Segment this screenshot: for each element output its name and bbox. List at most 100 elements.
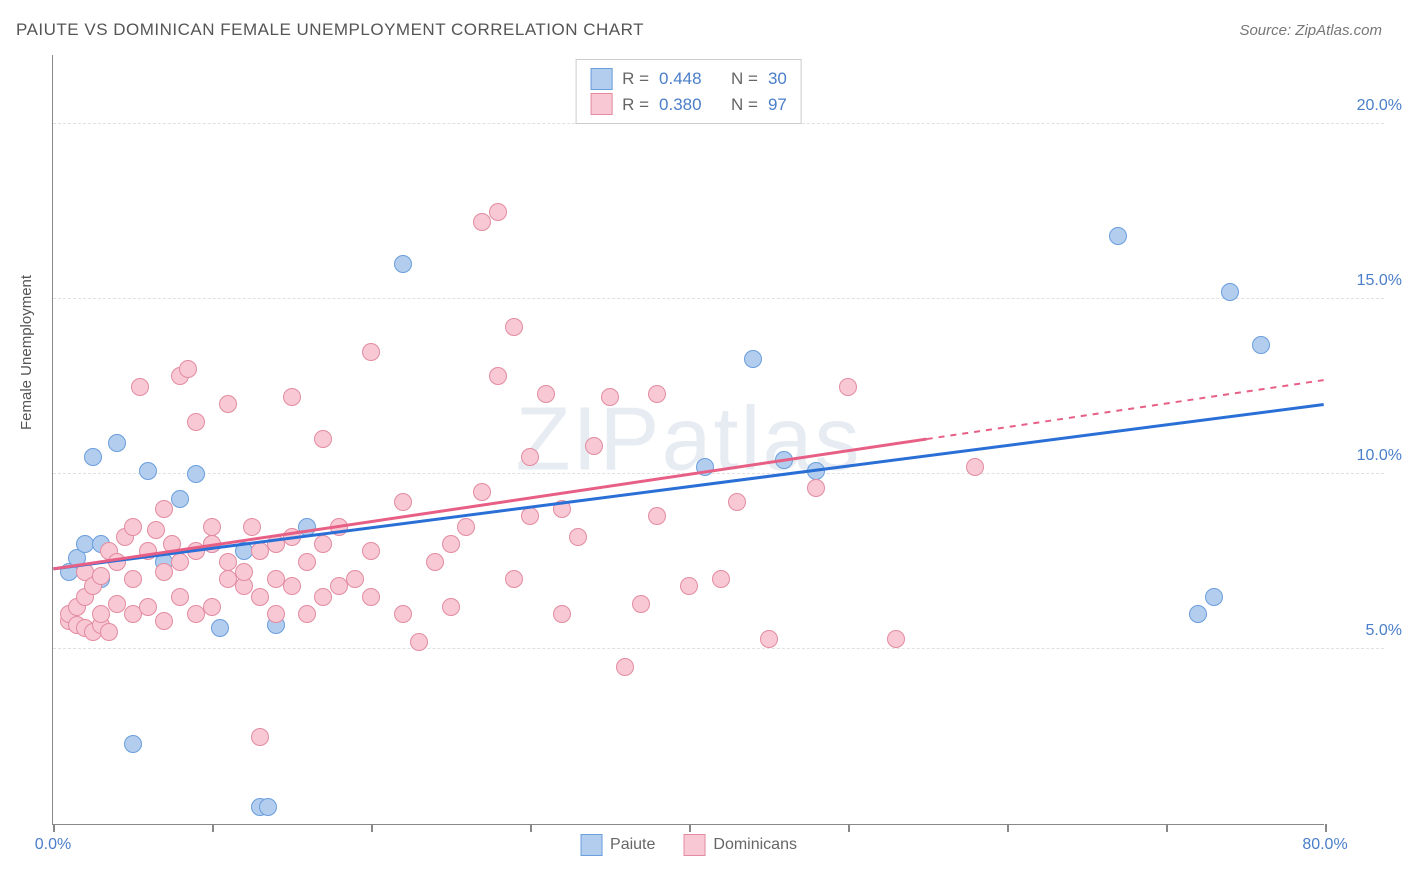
data-point — [632, 595, 650, 613]
stats-row-paiute: R = 0.448 N = 30 — [590, 66, 787, 92]
data-point — [505, 318, 523, 336]
data-point — [362, 588, 380, 606]
data-point — [442, 535, 460, 553]
data-point — [139, 542, 157, 560]
data-point — [131, 378, 149, 396]
series-legend: Paiute Dominicans — [580, 834, 797, 856]
swatch-paiute — [590, 68, 612, 90]
data-point — [298, 518, 316, 536]
data-point — [219, 553, 237, 571]
data-point — [1205, 588, 1223, 606]
data-point — [108, 553, 126, 571]
data-point — [807, 462, 825, 480]
data-point — [760, 630, 778, 648]
y-tick-label: 20.0% — [1357, 97, 1402, 115]
data-point — [616, 658, 634, 676]
data-point — [537, 385, 555, 403]
data-point — [211, 619, 229, 637]
x-tick — [689, 824, 691, 832]
data-point — [108, 595, 126, 613]
chart-title: PAIUTE VS DOMINICAN FEMALE UNEMPLOYMENT … — [16, 20, 644, 40]
data-point — [203, 598, 221, 616]
swatch-dominicans — [683, 834, 705, 856]
data-point — [426, 553, 444, 571]
data-point — [1109, 227, 1127, 245]
data-point — [648, 385, 666, 403]
data-point — [362, 343, 380, 361]
x-tick — [1007, 824, 1009, 832]
y-tick-label: 10.0% — [1357, 447, 1402, 465]
y-tick-label: 5.0% — [1366, 622, 1402, 640]
data-point — [648, 507, 666, 525]
data-point — [394, 255, 412, 273]
x-tick — [1166, 824, 1168, 832]
data-point — [410, 633, 428, 651]
chart-container: PAIUTE VS DOMINICAN FEMALE UNEMPLOYMENT … — [0, 0, 1406, 892]
r-label: R = — [622, 66, 649, 92]
data-point — [1221, 283, 1239, 301]
data-point — [553, 605, 571, 623]
data-point — [92, 567, 110, 585]
x-tick — [53, 824, 55, 832]
data-point — [1189, 605, 1207, 623]
data-point — [807, 479, 825, 497]
stats-legend: R = 0.448 N = 30 R = 0.380 N = 97 — [575, 59, 802, 124]
legend-label: Paiute — [610, 836, 655, 854]
data-point — [775, 451, 793, 469]
data-point — [394, 493, 412, 511]
data-point — [712, 570, 730, 588]
data-point — [473, 483, 491, 501]
data-point — [728, 493, 746, 511]
data-point — [473, 213, 491, 231]
data-point — [394, 605, 412, 623]
data-point — [139, 598, 157, 616]
n-label: N = — [731, 66, 758, 92]
data-point — [442, 598, 460, 616]
n-value-dominicans: 97 — [768, 92, 787, 118]
data-point — [839, 378, 857, 396]
data-point — [235, 563, 253, 581]
data-point — [219, 395, 237, 413]
r-value-dominicans: 0.380 — [659, 92, 702, 118]
y-axis-label: Female Unemployment — [18, 275, 35, 430]
data-point — [100, 623, 118, 641]
legend-label: Dominicans — [713, 836, 797, 854]
data-point — [521, 448, 539, 466]
data-point — [147, 521, 165, 539]
n-value-paiute: 30 — [768, 66, 787, 92]
data-point — [187, 465, 205, 483]
data-point — [601, 388, 619, 406]
x-tick — [530, 824, 532, 832]
data-point — [155, 500, 173, 518]
data-point — [251, 588, 269, 606]
data-point — [521, 507, 539, 525]
r-value-paiute: 0.448 — [659, 66, 702, 92]
x-tick-label: 80.0% — [1302, 836, 1347, 854]
data-point — [489, 367, 507, 385]
data-point — [283, 388, 301, 406]
plot-area: ZIPatlas R = 0.448 N = 30 R = 0.380 N = … — [52, 55, 1324, 825]
y-tick-label: 15.0% — [1357, 272, 1402, 290]
data-point — [298, 605, 316, 623]
data-point — [203, 518, 221, 536]
n-label: N = — [731, 92, 758, 118]
gridline — [53, 473, 1384, 474]
data-point — [314, 430, 332, 448]
data-point — [346, 570, 364, 588]
data-point — [108, 434, 126, 452]
source-text: Source: ZipAtlas.com — [1239, 22, 1382, 39]
gridline — [53, 298, 1384, 299]
data-point — [569, 528, 587, 546]
data-point — [887, 630, 905, 648]
legend-item-paiute: Paiute — [580, 834, 655, 856]
data-point — [696, 458, 714, 476]
data-point — [362, 542, 380, 560]
data-point — [330, 518, 348, 536]
data-point — [585, 437, 603, 455]
data-point — [171, 490, 189, 508]
trend-lines — [53, 55, 1324, 824]
data-point — [680, 577, 698, 595]
data-point — [179, 360, 197, 378]
data-point — [505, 570, 523, 588]
data-point — [171, 553, 189, 571]
